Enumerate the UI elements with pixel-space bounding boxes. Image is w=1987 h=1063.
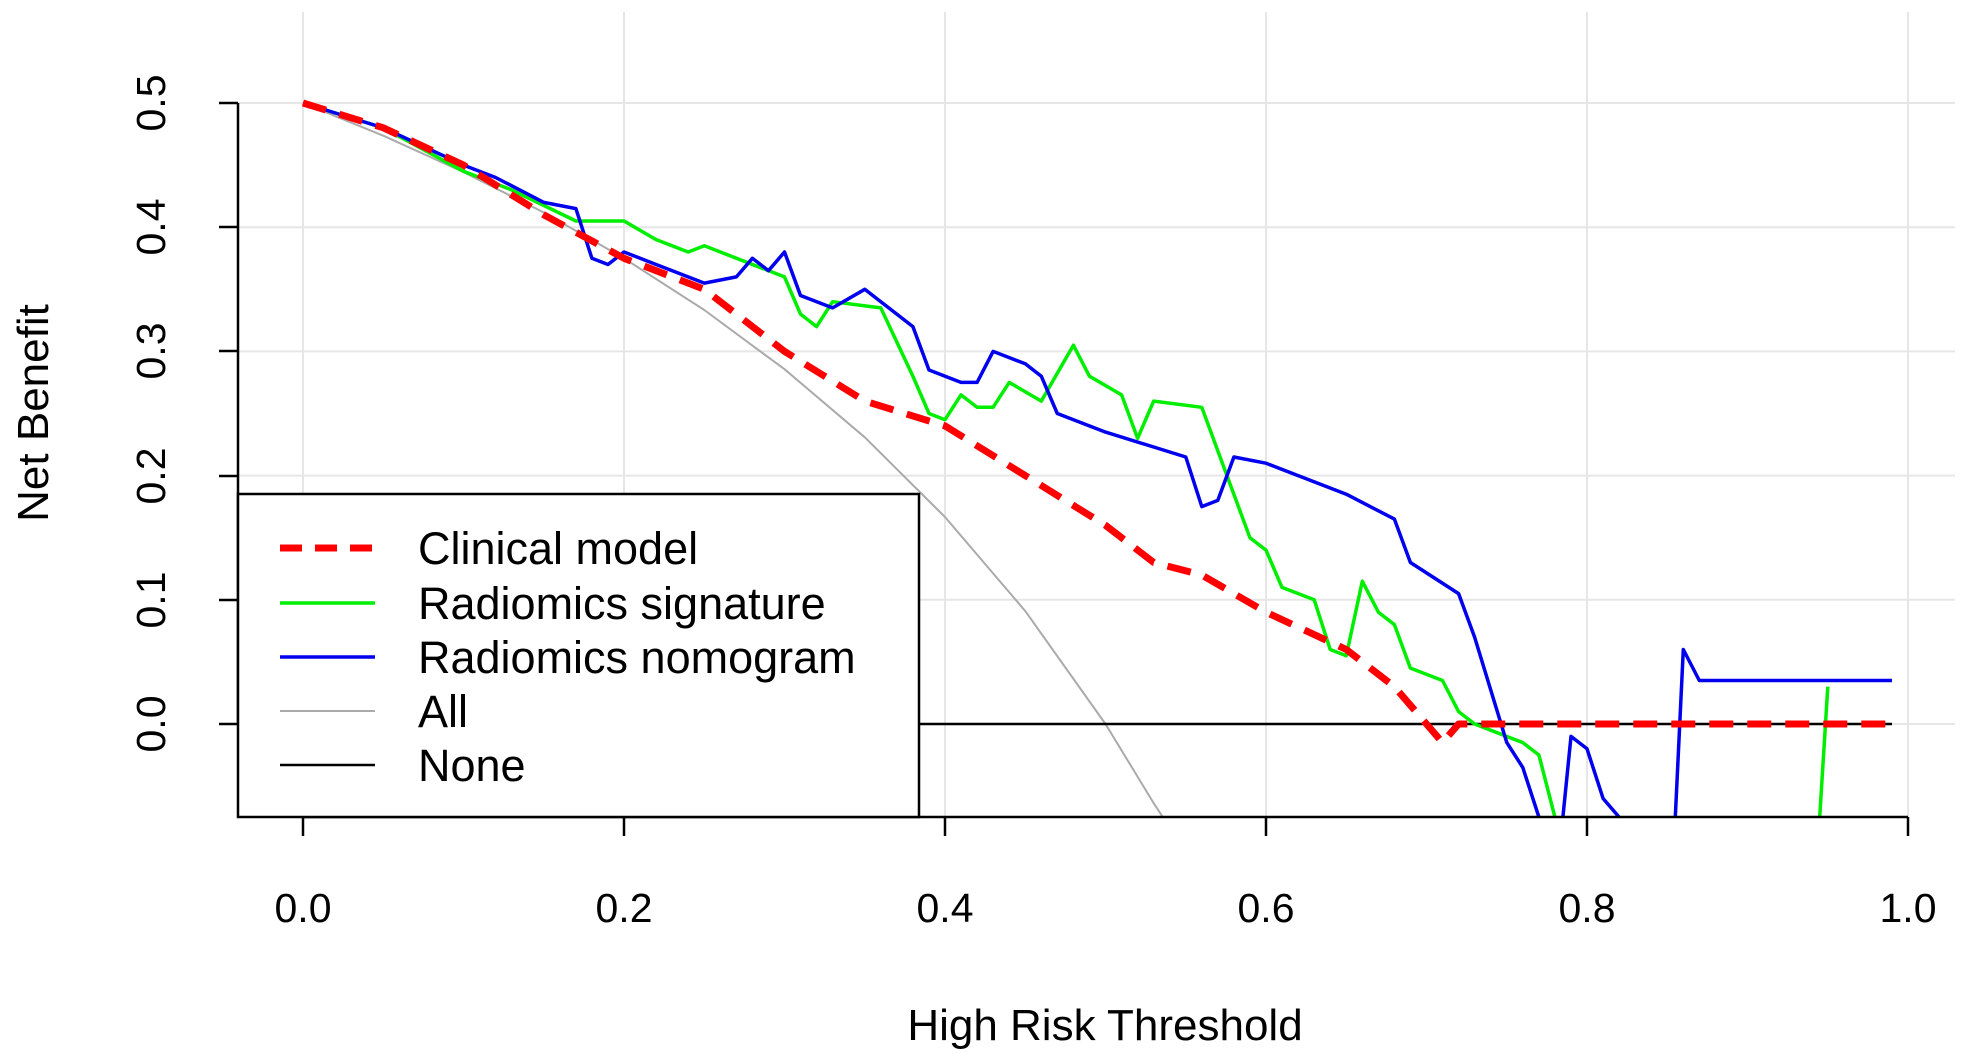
legend-label-radiomics-signature: Radiomics signature	[418, 578, 826, 629]
x-tick-label: 0.2	[596, 885, 653, 931]
x-tick-label: 0.8	[1559, 885, 1616, 931]
y-tick-label: 0.1	[128, 572, 174, 629]
series-line-radiomics-nomogram-segment-3	[1673, 647, 1892, 818]
series-line-radiomics-signature-tail	[1817, 686, 1830, 818]
x-tick-label: 0.4	[917, 885, 974, 931]
x-tick-label: 0.6	[1238, 885, 1295, 931]
y-tick-label: 0.2	[128, 448, 174, 505]
legend-label-none: None	[418, 740, 526, 791]
series-line-radiomics-signature	[302, 101, 1557, 818]
series-line-clinical-model	[301, 99, 1892, 747]
axes: 0.0 0.2 0.4 0.6 0.8 1.0 0.0 0.1 0.2 0.3 …	[9, 75, 1937, 1051]
y-tick-label: 0.4	[128, 199, 174, 256]
x-tick-label: 0.0	[275, 885, 332, 931]
series-line-radiomics-nomogram	[302, 101, 1541, 818]
legend-label-clinical-model: Clinical model	[418, 523, 698, 574]
y-tick-label: 0.0	[128, 696, 174, 753]
y-tick-label: 0.5	[128, 75, 174, 132]
legend-label-all: All	[418, 686, 468, 737]
series-line-radiomics-nomogram-segment-2	[1561, 734, 1621, 819]
y-tick-label: 0.3	[128, 323, 174, 380]
x-axis-title: High Risk Threshold	[907, 1001, 1302, 1050]
legend: Clinical model Radiomics signature Radio…	[236, 492, 921, 819]
x-tick-label: 1.0	[1880, 885, 1937, 931]
y-axis-title: Net Benefit	[9, 304, 58, 522]
legend-label-radiomics-nomogram: Radiomics nomogram	[418, 632, 856, 683]
